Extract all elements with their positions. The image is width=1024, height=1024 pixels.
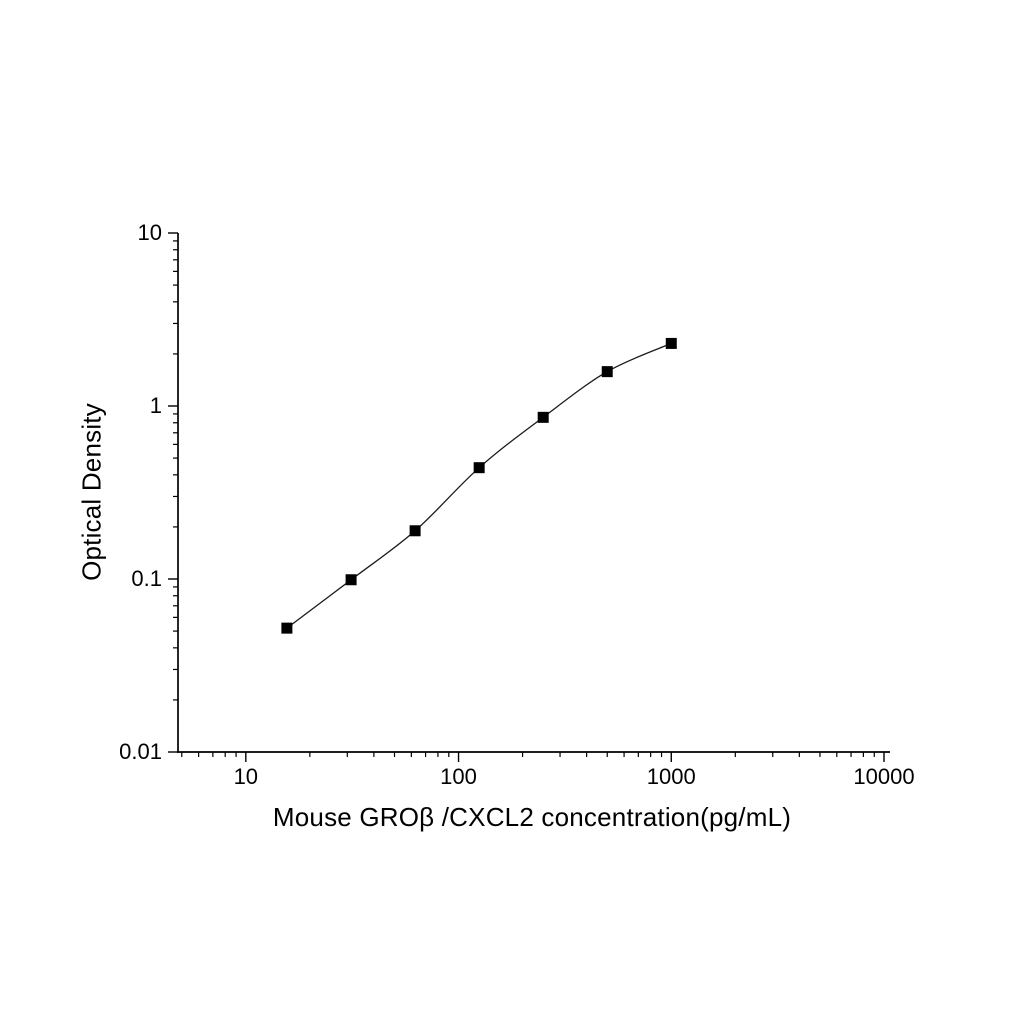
y-tick-label: 0.1 bbox=[131, 566, 162, 591]
data-point-marker bbox=[537, 411, 549, 423]
x-tick-label: 1000 bbox=[647, 764, 696, 789]
data-point-marker bbox=[345, 574, 357, 586]
data-point-marker bbox=[665, 337, 677, 349]
x-axis-label: Mouse GROβ /CXCL2 concentration(pg/mL) bbox=[272, 802, 792, 832]
data-point-marker bbox=[409, 525, 421, 537]
y-axis-label: Optical Density bbox=[76, 403, 107, 581]
plot-layer: 10 100 1000 10000 0.01 0.1 1 10 bbox=[119, 220, 914, 789]
y-tick-label: 0.01 bbox=[119, 739, 162, 764]
data-point-marker bbox=[473, 462, 485, 474]
x-tick-label: 100 bbox=[440, 764, 477, 789]
data-point-marker bbox=[281, 622, 293, 634]
y-tick-label: 10 bbox=[138, 220, 162, 245]
x-tick-label: 10 bbox=[234, 764, 258, 789]
y-tick-label: 1 bbox=[150, 393, 162, 418]
data-point-marker bbox=[601, 366, 613, 378]
x-tick-label: 10000 bbox=[853, 764, 914, 789]
standard-curve-line bbox=[286, 342, 672, 629]
